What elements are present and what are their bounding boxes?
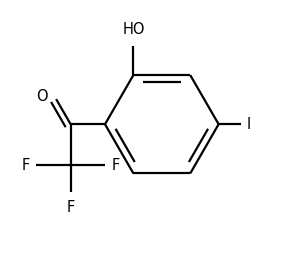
Text: HO: HO <box>122 22 145 37</box>
Text: O: O <box>37 89 48 104</box>
Text: F: F <box>22 158 30 173</box>
Text: F: F <box>66 199 75 215</box>
Text: I: I <box>246 117 250 132</box>
Text: F: F <box>112 158 120 173</box>
